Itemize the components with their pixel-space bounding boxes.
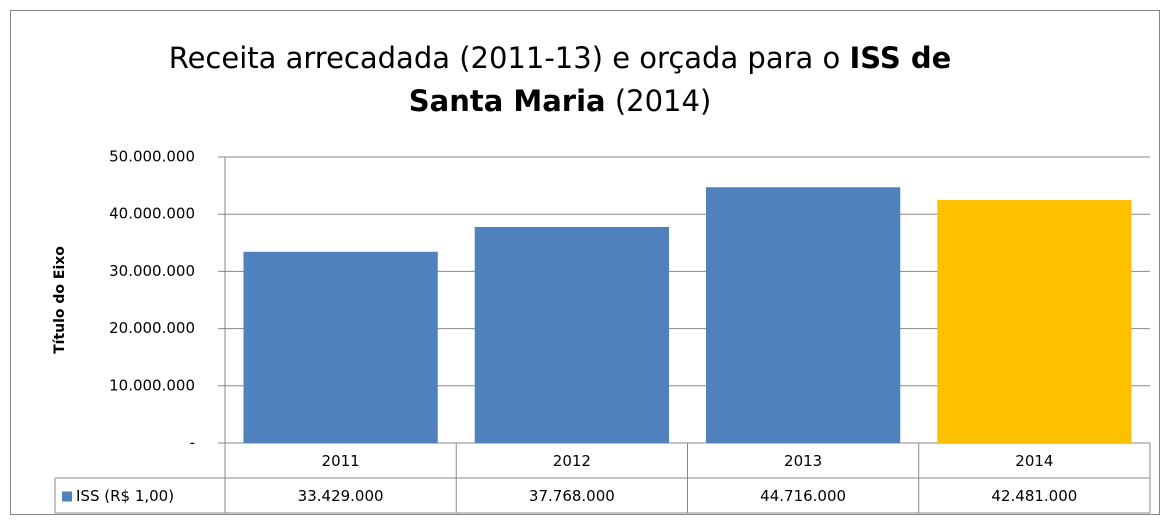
x-tick-label: 2011 [322, 452, 360, 470]
x-tick-label: 2014 [1015, 452, 1053, 470]
y-tick-label: 20.000.000 [109, 319, 195, 337]
title-run: Santa Maria [409, 84, 606, 118]
data-label: 33.429.000 [298, 487, 384, 505]
y-tick-label: 40.000.000 [109, 205, 195, 223]
data-label: 37.768.000 [529, 487, 615, 505]
x-tick-label: 2013 [784, 452, 822, 470]
title-run: (2014) [606, 84, 712, 118]
data-label: 42.481.000 [991, 487, 1077, 505]
bar [474, 226, 669, 443]
y-tick-label: 30.000.000 [109, 262, 195, 280]
y-tick-label: 10.000.000 [109, 376, 195, 394]
legend-label: ISS (R$ 1,00) [76, 487, 174, 505]
bar [706, 187, 901, 443]
bar [937, 200, 1132, 443]
title-run: Receita arrecadada (2011-13) e orçada pa… [169, 41, 850, 75]
legend-swatch [62, 491, 72, 502]
chart-title: Santa Maria (2014) [409, 84, 712, 118]
bar [243, 251, 438, 443]
y-tick-label: 50.000.000 [109, 148, 195, 166]
y-axis-label: Título do Eixo [52, 246, 68, 354]
chart-title: Receita arrecadada (2011-13) e orçada pa… [169, 41, 952, 75]
x-tick-label: 2012 [553, 452, 591, 470]
title-run: ISS de [849, 41, 951, 75]
data-label: 44.716.000 [760, 487, 846, 505]
y-tick-label: - [190, 434, 195, 452]
